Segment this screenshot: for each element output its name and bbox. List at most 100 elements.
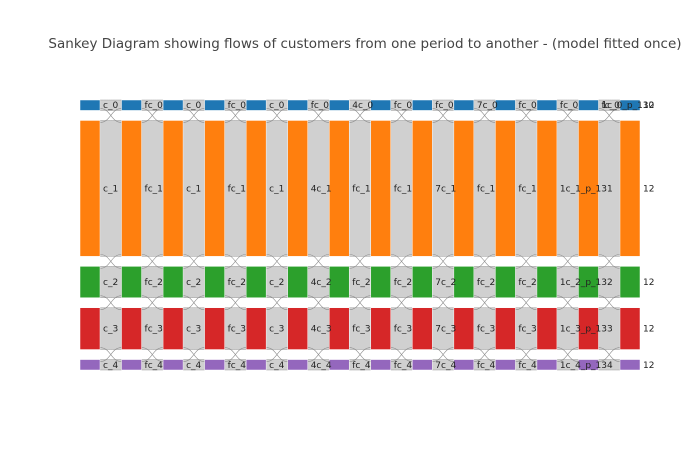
node-label-4-8: 7c_4: [435, 361, 456, 371]
node-col-10-cluster-2[interactable]: [495, 266, 516, 298]
node-col-6-cluster-0[interactable]: [328, 99, 350, 111]
node-label-4-1: fc_4: [145, 361, 164, 371]
node-col-7-cluster-3[interactable]: [370, 307, 392, 350]
node-label-0-11: fc_0: [560, 101, 579, 111]
cross-link-8-3-up: [432, 347, 454, 362]
node-col-1-cluster-4[interactable]: [121, 359, 142, 371]
node-col-10-cluster-0[interactable]: [495, 99, 516, 111]
node-col-3-cluster-3[interactable]: [204, 307, 225, 350]
node-col-13-cluster-0[interactable]: [619, 99, 641, 111]
node-col-7-cluster-0[interactable]: [370, 99, 392, 111]
node-col-6-cluster-4[interactable]: [328, 359, 350, 371]
cross-link-7-1-up: [390, 254, 413, 269]
node-col-12-cluster-1[interactable]: [578, 120, 599, 257]
node-col-5-cluster-0[interactable]: [287, 99, 308, 111]
node-col-4-cluster-3[interactable]: [245, 307, 267, 350]
node-col-2-cluster-4[interactable]: [162, 359, 184, 371]
node-col-8-cluster-3[interactable]: [412, 307, 433, 350]
node-label-3-8: 7c_3: [435, 325, 456, 335]
node-col-1-cluster-2[interactable]: [121, 266, 142, 298]
node-col-13-cluster-2[interactable]: [619, 266, 641, 298]
node-col-8-cluster-2[interactable]: [412, 266, 433, 298]
node-col-2-cluster-2[interactable]: [162, 266, 184, 298]
node-label-4-4: c_4: [269, 361, 284, 371]
node-col-0-cluster-3[interactable]: [79, 307, 101, 350]
node-col-11-cluster-2[interactable]: [536, 266, 558, 298]
node-col-13-cluster-3[interactable]: [619, 307, 641, 350]
cross-link-9-3-up: [473, 347, 496, 362]
node-col-13-cluster-4[interactable]: [619, 359, 641, 371]
node-col-7-cluster-4[interactable]: [370, 359, 392, 371]
node-col-8-cluster-0[interactable]: [412, 99, 433, 111]
node-col-10-cluster-1[interactable]: [495, 120, 516, 257]
node-col-11-cluster-0[interactable]: [536, 99, 558, 111]
cross-link-10-2-up: [515, 295, 537, 311]
node-label-4-3: fc_4: [228, 361, 247, 371]
node-col-1-cluster-0[interactable]: [121, 99, 142, 111]
node-label-1-8: 7c_1: [435, 184, 456, 194]
node-col-4-cluster-2[interactable]: [245, 266, 267, 298]
node-label-1-1: fc_1: [145, 184, 163, 194]
node-col-0-cluster-0[interactable]: [79, 99, 101, 111]
node-col-11-cluster-1[interactable]: [536, 120, 558, 257]
node-col-6-cluster-1[interactable]: [328, 120, 350, 257]
node-col-11-cluster-4[interactable]: [536, 359, 558, 371]
node-col-12-cluster-3[interactable]: [578, 307, 599, 350]
node-label-3-3: fc_3: [228, 325, 246, 335]
node-col-5-cluster-1[interactable]: [287, 120, 308, 257]
cross-link-5-1-up: [307, 254, 330, 269]
node-col-12-cluster-2[interactable]: [578, 266, 599, 298]
node-col-4-cluster-4[interactable]: [245, 359, 267, 371]
node-label-1-3: fc_1: [228, 184, 246, 194]
node-col-1-cluster-3[interactable]: [121, 307, 142, 350]
node-col-13-cluster-1[interactable]: [619, 120, 641, 257]
node-label-4-0: c_4: [103, 361, 118, 371]
node-col-8-cluster-4[interactable]: [412, 359, 433, 371]
node-col-9-cluster-3[interactable]: [453, 307, 475, 350]
node-col-3-cluster-1[interactable]: [204, 120, 225, 257]
cross-link-4-0-up: [266, 108, 288, 123]
cross-link-8-2-up: [432, 295, 454, 311]
node-col-6-cluster-3[interactable]: [328, 307, 350, 350]
node-col-3-cluster-0[interactable]: [204, 99, 225, 111]
node-col-5-cluster-3[interactable]: [287, 307, 308, 350]
node-col-4-cluster-0[interactable]: [245, 99, 267, 111]
node-label-2-0: c_2: [103, 278, 118, 288]
node-col-6-cluster-2[interactable]: [328, 266, 350, 298]
node-col-9-cluster-0[interactable]: [453, 99, 475, 111]
node-col-4-cluster-1[interactable]: [245, 120, 267, 257]
node-col-9-cluster-2[interactable]: [453, 266, 475, 298]
node-col-7-cluster-2[interactable]: [370, 266, 392, 298]
node-col-0-cluster-2[interactable]: [79, 266, 101, 298]
node-col-2-cluster-1[interactable]: [162, 120, 184, 257]
last-column-label-3: 12: [643, 325, 654, 335]
node-col-10-cluster-3[interactable]: [495, 307, 516, 350]
node-label-0-10: fc_0: [518, 101, 537, 111]
labels-layer: c_0 fc_0 c_0 fc_0 c_0 fc_0 4c_0 fc_0 fc_0 7c_0 fc_…: [103, 101, 655, 371]
node-label-4-10: fc_4: [518, 361, 537, 371]
node-col-0-cluster-1[interactable]: [79, 120, 101, 257]
node-label-2-8: 7c_2: [435, 278, 456, 288]
last-column-label-2: 12: [643, 278, 654, 288]
node-col-2-cluster-0[interactable]: [162, 99, 184, 111]
node-label-1-5: 4c_1: [311, 184, 332, 194]
node-col-2-cluster-3[interactable]: [162, 307, 184, 350]
node-col-5-cluster-4[interactable]: [287, 359, 308, 371]
node-col-3-cluster-4[interactable]: [204, 359, 225, 371]
node-col-9-cluster-1[interactable]: [453, 120, 475, 257]
node-col-3-cluster-2[interactable]: [204, 266, 225, 298]
node-col-1-cluster-1[interactable]: [121, 120, 142, 257]
node-col-12-cluster-4[interactable]: [578, 359, 599, 371]
node-col-8-cluster-1[interactable]: [412, 120, 433, 257]
node-col-9-cluster-4[interactable]: [453, 359, 475, 371]
node-col-10-cluster-4[interactable]: [495, 359, 516, 371]
node-col-12-cluster-0[interactable]: [578, 99, 599, 111]
node-label-3-5: 4c_3: [311, 325, 332, 335]
node-col-7-cluster-1[interactable]: [370, 120, 392, 257]
node-col-11-cluster-3[interactable]: [536, 307, 558, 350]
cross-link-8-1-up: [432, 254, 454, 269]
node-col-5-cluster-2[interactable]: [287, 266, 308, 298]
node-col-0-cluster-4[interactable]: [79, 359, 101, 371]
cross-link-10-0-up: [515, 108, 537, 123]
